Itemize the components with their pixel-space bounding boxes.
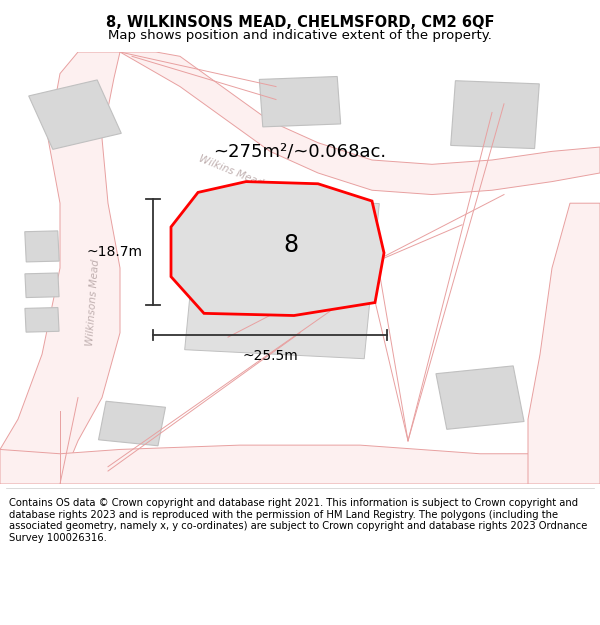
Polygon shape [171, 182, 384, 316]
Text: ~275m²/~0.068ac.: ~275m²/~0.068ac. [214, 142, 386, 161]
Bar [451, 81, 539, 149]
Polygon shape [0, 52, 120, 484]
Text: ~18.7m: ~18.7m [86, 245, 142, 259]
Text: Wilkins Mead: Wilkins Mead [197, 153, 265, 188]
Polygon shape [120, 52, 600, 194]
Bar [25, 308, 59, 332]
Text: Contains OS data © Crown copyright and database right 2021. This information is : Contains OS data © Crown copyright and d… [9, 498, 587, 543]
Text: Wilkinsons Mead: Wilkinsons Mead [85, 259, 101, 346]
Bar [98, 401, 166, 446]
Text: Map shows position and indicative extent of the property.: Map shows position and indicative extent… [108, 29, 492, 42]
Text: 8, WILKINSONS MEAD, CHELMSFORD, CM2 6QF: 8, WILKINSONS MEAD, CHELMSFORD, CM2 6QF [106, 14, 494, 29]
Bar [436, 366, 524, 429]
Polygon shape [0, 445, 600, 484]
Polygon shape [528, 203, 600, 484]
Bar [185, 194, 379, 359]
Bar [25, 231, 59, 262]
Bar [29, 80, 121, 149]
Text: 8: 8 [284, 232, 299, 257]
Bar [259, 76, 341, 127]
Text: ~25.5m: ~25.5m [242, 349, 298, 362]
Bar [25, 273, 59, 298]
